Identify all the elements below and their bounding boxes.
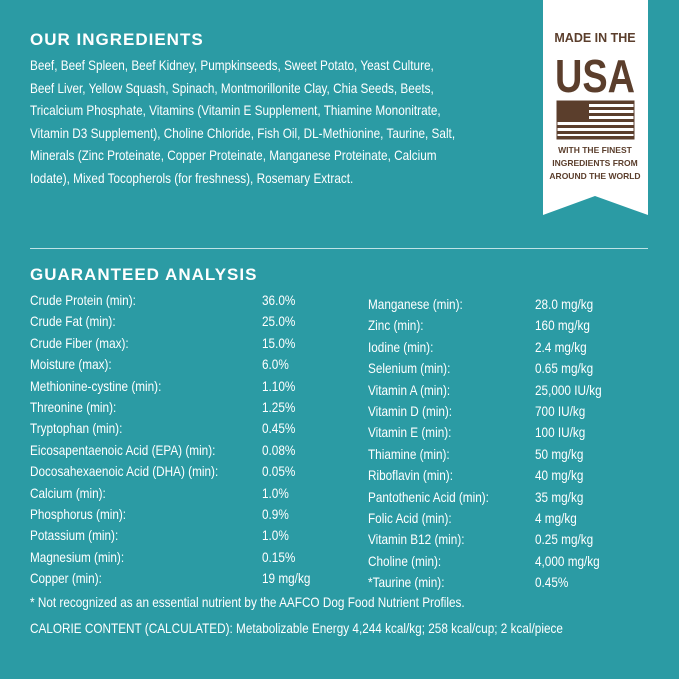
nutrient-value: 0.08% (262, 441, 296, 458)
nutrient-name: Crude Fiber (max): (30, 334, 129, 351)
nutrient-name: Vitamin A (min): (368, 381, 451, 398)
nutrient-value: 0.05% (262, 463, 296, 480)
analysis-title: GUARANTEED ANALYSIS (30, 265, 258, 284)
nutrient-name: Selenium (min): (368, 360, 451, 377)
nutrient-value: 0.15% (262, 548, 296, 565)
ingredient-line: Iodate), Mixed Tocopherols (for freshnes… (30, 170, 354, 186)
nutrient-value: 25.0% (262, 313, 296, 330)
nutrient-name: Pantothenic Acid (min): (368, 488, 489, 505)
nutrient-value: 0.45% (262, 420, 296, 437)
badge-country: USA (555, 50, 635, 102)
flag (556, 100, 635, 140)
ingredient-line: Beef Liver, Yellow Squash, Spinach, Mont… (30, 79, 434, 96)
nutrient-value: 25,000 IU/kg (535, 381, 602, 398)
nutrient-value: 50 mg/kg (535, 445, 584, 462)
nutrient-value: 40 mg/kg (535, 467, 584, 484)
nutrient-name: Vitamin B12 (min): (368, 531, 465, 548)
nutrient-name: Potassium (min): (30, 527, 119, 544)
nutrient-name: Eicosapentaenoic Acid (EPA) (min): (30, 441, 216, 458)
nutrient-name: Docosahexaenoic Acid (DHA) (min): (30, 463, 219, 480)
nutrient-value: 1.0% (262, 484, 289, 501)
nutrient-value: 0.25 mg/kg (535, 531, 594, 548)
divider (30, 248, 648, 249)
nutrient-value: 0.45% (535, 574, 569, 591)
nutrient-name: Crude Protein (min): (30, 292, 136, 308)
nutrient-name: Moisture (max): (30, 356, 112, 373)
badge-lines: WITH THE FINEST INGREDIENTS FROM AROUND TH… (549, 145, 640, 181)
nutrient-name: Phosphorus (min): (30, 506, 127, 522)
nutrient-name: Vitamin E (min): (368, 424, 452, 441)
badge-top: MADE IN THE (554, 31, 635, 45)
nutrient-value: 100 IU/kg (535, 424, 586, 441)
nutrient-value: 1.0% (262, 527, 289, 544)
nutrient-name: Folic Acid (min): (368, 510, 452, 526)
nutrient-name: Choline (min): (368, 552, 442, 569)
nutrient-value: 2.4 mg/kg (535, 338, 587, 355)
ingredient-line: Vitamin D3 Supplement), Choline Chloride… (30, 124, 456, 141)
badge-line: INGREDIENTS FROM (552, 158, 637, 168)
nutrient-name: Manganese (min): (368, 296, 463, 312)
nutrient-name: Vitamin D (min): (368, 403, 453, 419)
nutrient-value: 160 mg/kg (535, 317, 590, 334)
ingredient-line: Minerals (Zinc Proteinate, Copper Protei… (30, 147, 437, 164)
nutrient-name: Iodine (min): (368, 338, 434, 355)
nutrient-value: 35 mg/kg (535, 488, 584, 505)
nutrient-value: 36.0% (262, 292, 296, 308)
badge: MADE IN THE USA WITH THE FINEST INGREDIEN… (543, 0, 648, 215)
nutrient-value: 0.9% (262, 506, 289, 522)
nutrient-value: 28.0 mg/kg (535, 296, 594, 312)
nutrient-name: *Taurine (min): (368, 574, 445, 591)
nutrient-name: Methionine-cystine (min): (30, 377, 162, 394)
badge-line: WITH THE FINEST (558, 145, 632, 155)
nutrient-name: Zinc (min): (368, 317, 424, 334)
nutrient-value: 19 mg/kg (262, 570, 311, 587)
nutrient-value: 1.10% (262, 377, 296, 394)
nutrient-value: 4,000 mg/kg (535, 552, 600, 569)
nutrient-value: 1.25% (262, 399, 296, 415)
ingredients-title: OUR INGREDIENTS (30, 30, 204, 49)
nutrient-value: 0.65 mg/kg (535, 360, 594, 377)
calorie-content: CALORIE CONTENT (CALCULATED): Metaboliza… (30, 620, 563, 636)
nutrient-name: Thiamine (min): (368, 445, 450, 462)
nutrient-name: Calcium (min): (30, 484, 106, 501)
nutrient-value: 700 IU/kg (535, 403, 586, 419)
ingredient-line: Tricalcium Phosphate, Vitamins (Vitamin … (30, 102, 441, 119)
nutrient-value: 6.0% (262, 356, 289, 373)
nutrient-name: Riboflavin (min): (368, 467, 453, 484)
nutrient-value: 15.0% (262, 334, 296, 351)
badge-line: AROUND THE WORLD (549, 171, 640, 181)
nutrient-value: 4 mg/kg (535, 510, 577, 526)
nutrient-name: Tryptophan (min): (30, 420, 123, 437)
nutrient-name: Crude Fat (min): (30, 313, 116, 330)
nutrient-name: Magnesium (min): (30, 548, 125, 565)
nutrient-name: Copper (min): (30, 570, 102, 587)
footnote: * Not recognized as an essential nutrien… (30, 594, 465, 610)
ingredient-line: Beef, Beef Spleen, Beef Kidney, Pumpkins… (30, 57, 434, 73)
nutrient-name: Threonine (min): (30, 399, 117, 415)
